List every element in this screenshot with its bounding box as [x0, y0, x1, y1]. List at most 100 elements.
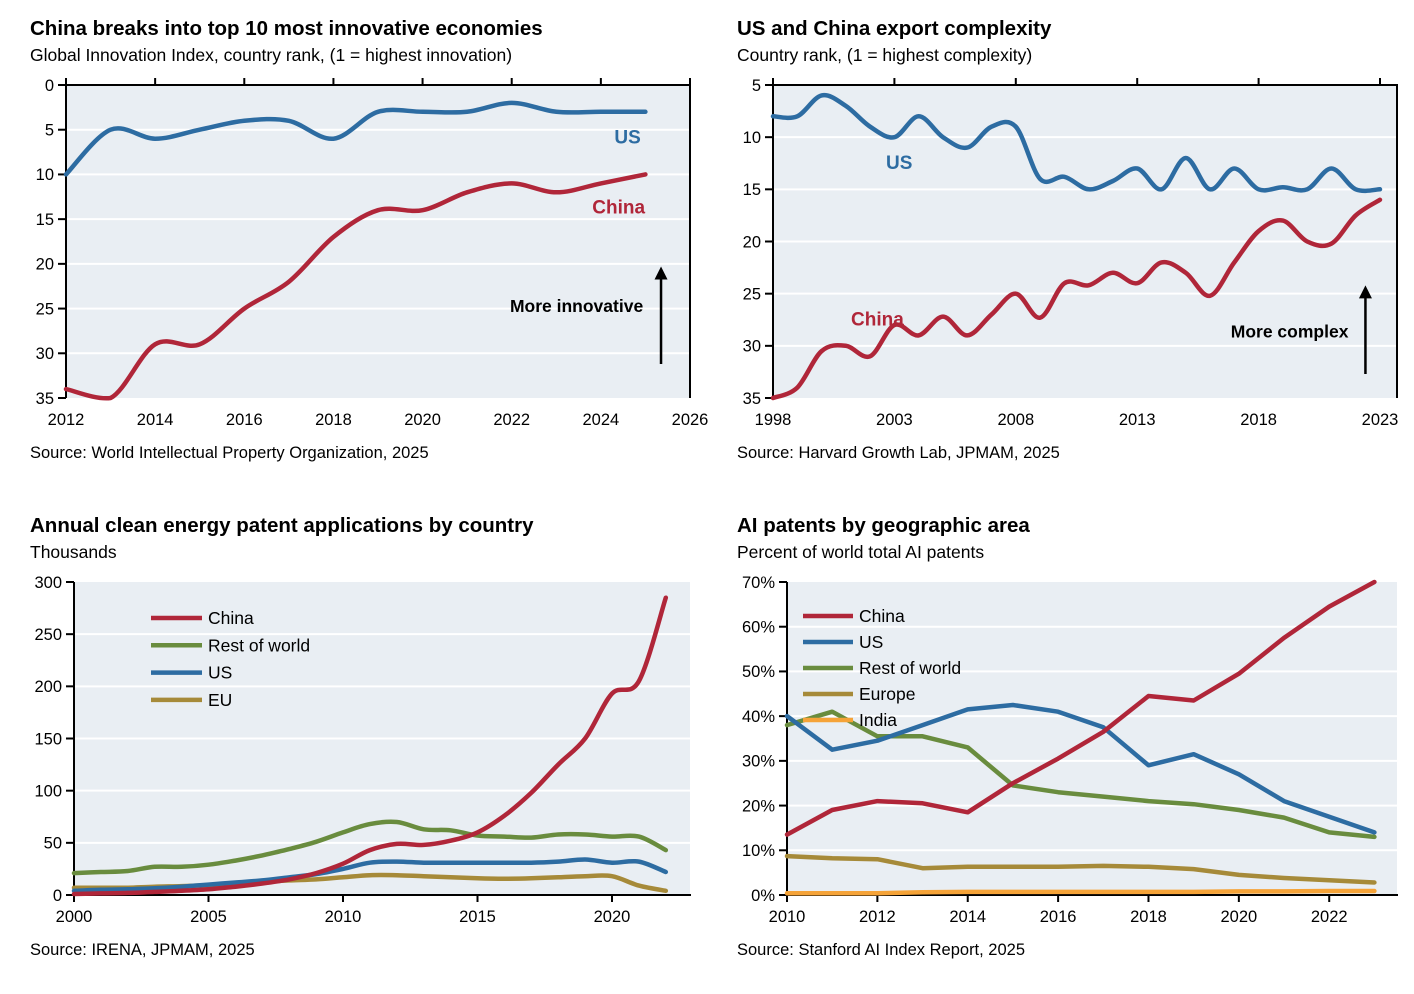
clean-energy-patents-plot: 0 50 100 150 200 250 300 2000 2005 2010 2015 2020 Ch…	[30, 574, 697, 931]
legend-label: EU	[208, 690, 232, 710]
x-tick-label: 2020	[404, 411, 441, 429]
x-tick-label: 2020	[594, 908, 631, 926]
chart-subtitle: Country rank, (1 = highest complexity)	[737, 44, 1033, 65]
legend-label: US	[208, 663, 232, 683]
series-us	[784, 703, 1377, 836]
x-tick-label: 2012	[859, 908, 896, 926]
y-tick-label: 0	[45, 77, 54, 95]
innovation-rank-plot: 0 5 10 15 20 25 30 35 2012 2014 2016 2018 2020 2022 20…	[30, 77, 709, 434]
y-tick-label: 10	[743, 129, 761, 147]
legend-label: Rest of world	[859, 659, 961, 679]
x-tick-label: 2024	[582, 411, 619, 429]
legend-label: India	[859, 711, 897, 731]
series-rest-of-world	[71, 819, 669, 876]
chart-card-ai-patents-share: AI patents by geographic area Percent of…	[707, 497, 1414, 994]
x-tick-label: 2016	[1040, 908, 1077, 926]
y-tick-label: 30	[743, 338, 761, 356]
chart-title: AI patents by geographic area	[737, 514, 1030, 537]
y-tick-label: 20	[36, 256, 54, 274]
y-tick-label: 250	[34, 626, 62, 644]
chart-title: Annual clean energy patent applications …	[30, 514, 534, 537]
y-tick-label: 10	[36, 167, 54, 185]
chart-title: US and China export complexity	[737, 17, 1052, 40]
series-us	[63, 101, 648, 178]
clean-energy-patents-svg: 0 50 100 150 200 250 300 2000 2005 2010 2015 2020 Ch…	[34, 574, 691, 926]
chart-source: Source: Stanford AI Index Report, 2025	[737, 941, 1026, 960]
series-us	[770, 93, 1383, 194]
x-tick-label: 2018	[1240, 411, 1277, 429]
chart-source: Source: World Intellectual Property Orga…	[30, 444, 429, 463]
series-china	[770, 197, 1383, 401]
y-tick-label: 35	[743, 390, 761, 408]
chart-source: Source: Harvard Growth Lab, JPMAM, 2025	[737, 444, 1060, 463]
y-tick-label: 10%	[742, 842, 775, 860]
chart-card-export-complexity: US and China export complexity Country r…	[707, 0, 1414, 497]
y-tick-label: 150	[34, 731, 62, 749]
x-tick-label: 2016	[226, 411, 263, 429]
ai-patents-share-svg: 0% 10% 20% 30% 40% 50% 60% 70% 2010 2012 2014 2016 2…	[742, 574, 1398, 926]
x-tick-label: 2000	[56, 908, 93, 926]
x-tick-label: 2012	[48, 411, 85, 429]
x-tick-label: 2014	[137, 411, 174, 429]
x-tick-label: 2005	[190, 908, 227, 926]
chart-subtitle: Global Innovation Index, country rank, (…	[30, 44, 513, 65]
x-tick-label: 2003	[876, 411, 913, 429]
series-china	[784, 580, 1377, 838]
y-tick-label: 40%	[742, 708, 775, 726]
x-tick-label: 2018	[1130, 908, 1167, 926]
x-tick-label: 2023	[1362, 411, 1399, 429]
plot-background	[66, 85, 690, 399]
ai-patents-share-plot: 0% 10% 20% 30% 40% 50% 60% 70% 2010 2012 2014 2016 2…	[737, 574, 1404, 931]
chart-source: Source: IRENA, JPMAM, 2025	[30, 941, 255, 960]
legend-label: Europe	[859, 685, 915, 705]
y-tick-label: 25	[36, 301, 54, 319]
y-tick-label: 200	[34, 678, 62, 696]
direction-arrow-label: More innovative	[510, 296, 643, 316]
direction-arrow-label: More complex	[1231, 322, 1349, 342]
chart-subtitle: Percent of world total AI patents	[737, 541, 985, 562]
x-tick-label: 2014	[949, 908, 986, 926]
chart-subtitle: Thousands	[30, 541, 117, 562]
y-tick-label: 50	[44, 835, 62, 853]
export-complexity-svg: 5 10 15 20 25 30 35 1998 2003 2008 2013 2018 2023 US C…	[743, 77, 1399, 429]
y-tick-label: 5	[752, 77, 761, 95]
x-tick-label: 2022	[1311, 908, 1348, 926]
x-tick-label: 2010	[325, 908, 362, 926]
x-tick-label: 2010	[769, 908, 806, 926]
y-tick-label: 20%	[742, 798, 775, 816]
series-annotation: US	[614, 128, 640, 149]
x-tick-label: 2013	[1119, 411, 1156, 429]
legend-label: US	[859, 633, 883, 653]
innovation-rank-svg: 0 5 10 15 20 25 30 35 2012 2014 2016 2018 2020 2022 20…	[36, 77, 709, 429]
x-tick-label: 2020	[1220, 908, 1257, 926]
y-tick-label: 30%	[742, 753, 775, 771]
x-tick-label: 2018	[315, 411, 352, 429]
series-us	[71, 857, 669, 894]
y-tick-label: 60%	[742, 619, 775, 637]
series-china	[71, 595, 669, 897]
x-tick-label: 2008	[997, 411, 1034, 429]
legend-label: Rest of world	[208, 636, 310, 656]
series-annotation: China	[851, 310, 904, 331]
direction-arrow-head	[1358, 285, 1372, 299]
x-tick-label: 2015	[459, 908, 496, 926]
y-tick-label: 300	[34, 574, 62, 592]
y-tick-label: 100	[34, 783, 62, 801]
x-tick-label: 1998	[755, 411, 792, 429]
x-tick-label: 2026	[672, 411, 709, 429]
series-annotation: China	[592, 198, 645, 219]
series-europe	[784, 854, 1377, 886]
chart-title: China breaks into top 10 most innovative…	[30, 17, 543, 40]
direction-arrow-head	[654, 266, 668, 280]
y-tick-label: 35	[36, 390, 54, 408]
legend-label: China	[208, 609, 254, 629]
export-complexity-plot: 5 10 15 20 25 30 35 1998 2003 2008 2013 2018 2023 US C…	[737, 77, 1404, 434]
y-tick-label: 30	[36, 345, 54, 363]
y-tick-label: 70%	[742, 574, 775, 592]
y-tick-label: 25	[743, 286, 761, 304]
y-tick-label: 15	[36, 211, 54, 229]
chart-card-innovation-rank: China breaks into top 10 most innovative…	[0, 0, 709, 497]
y-tick-label: 5	[45, 122, 54, 140]
y-tick-label: 15	[743, 181, 761, 199]
